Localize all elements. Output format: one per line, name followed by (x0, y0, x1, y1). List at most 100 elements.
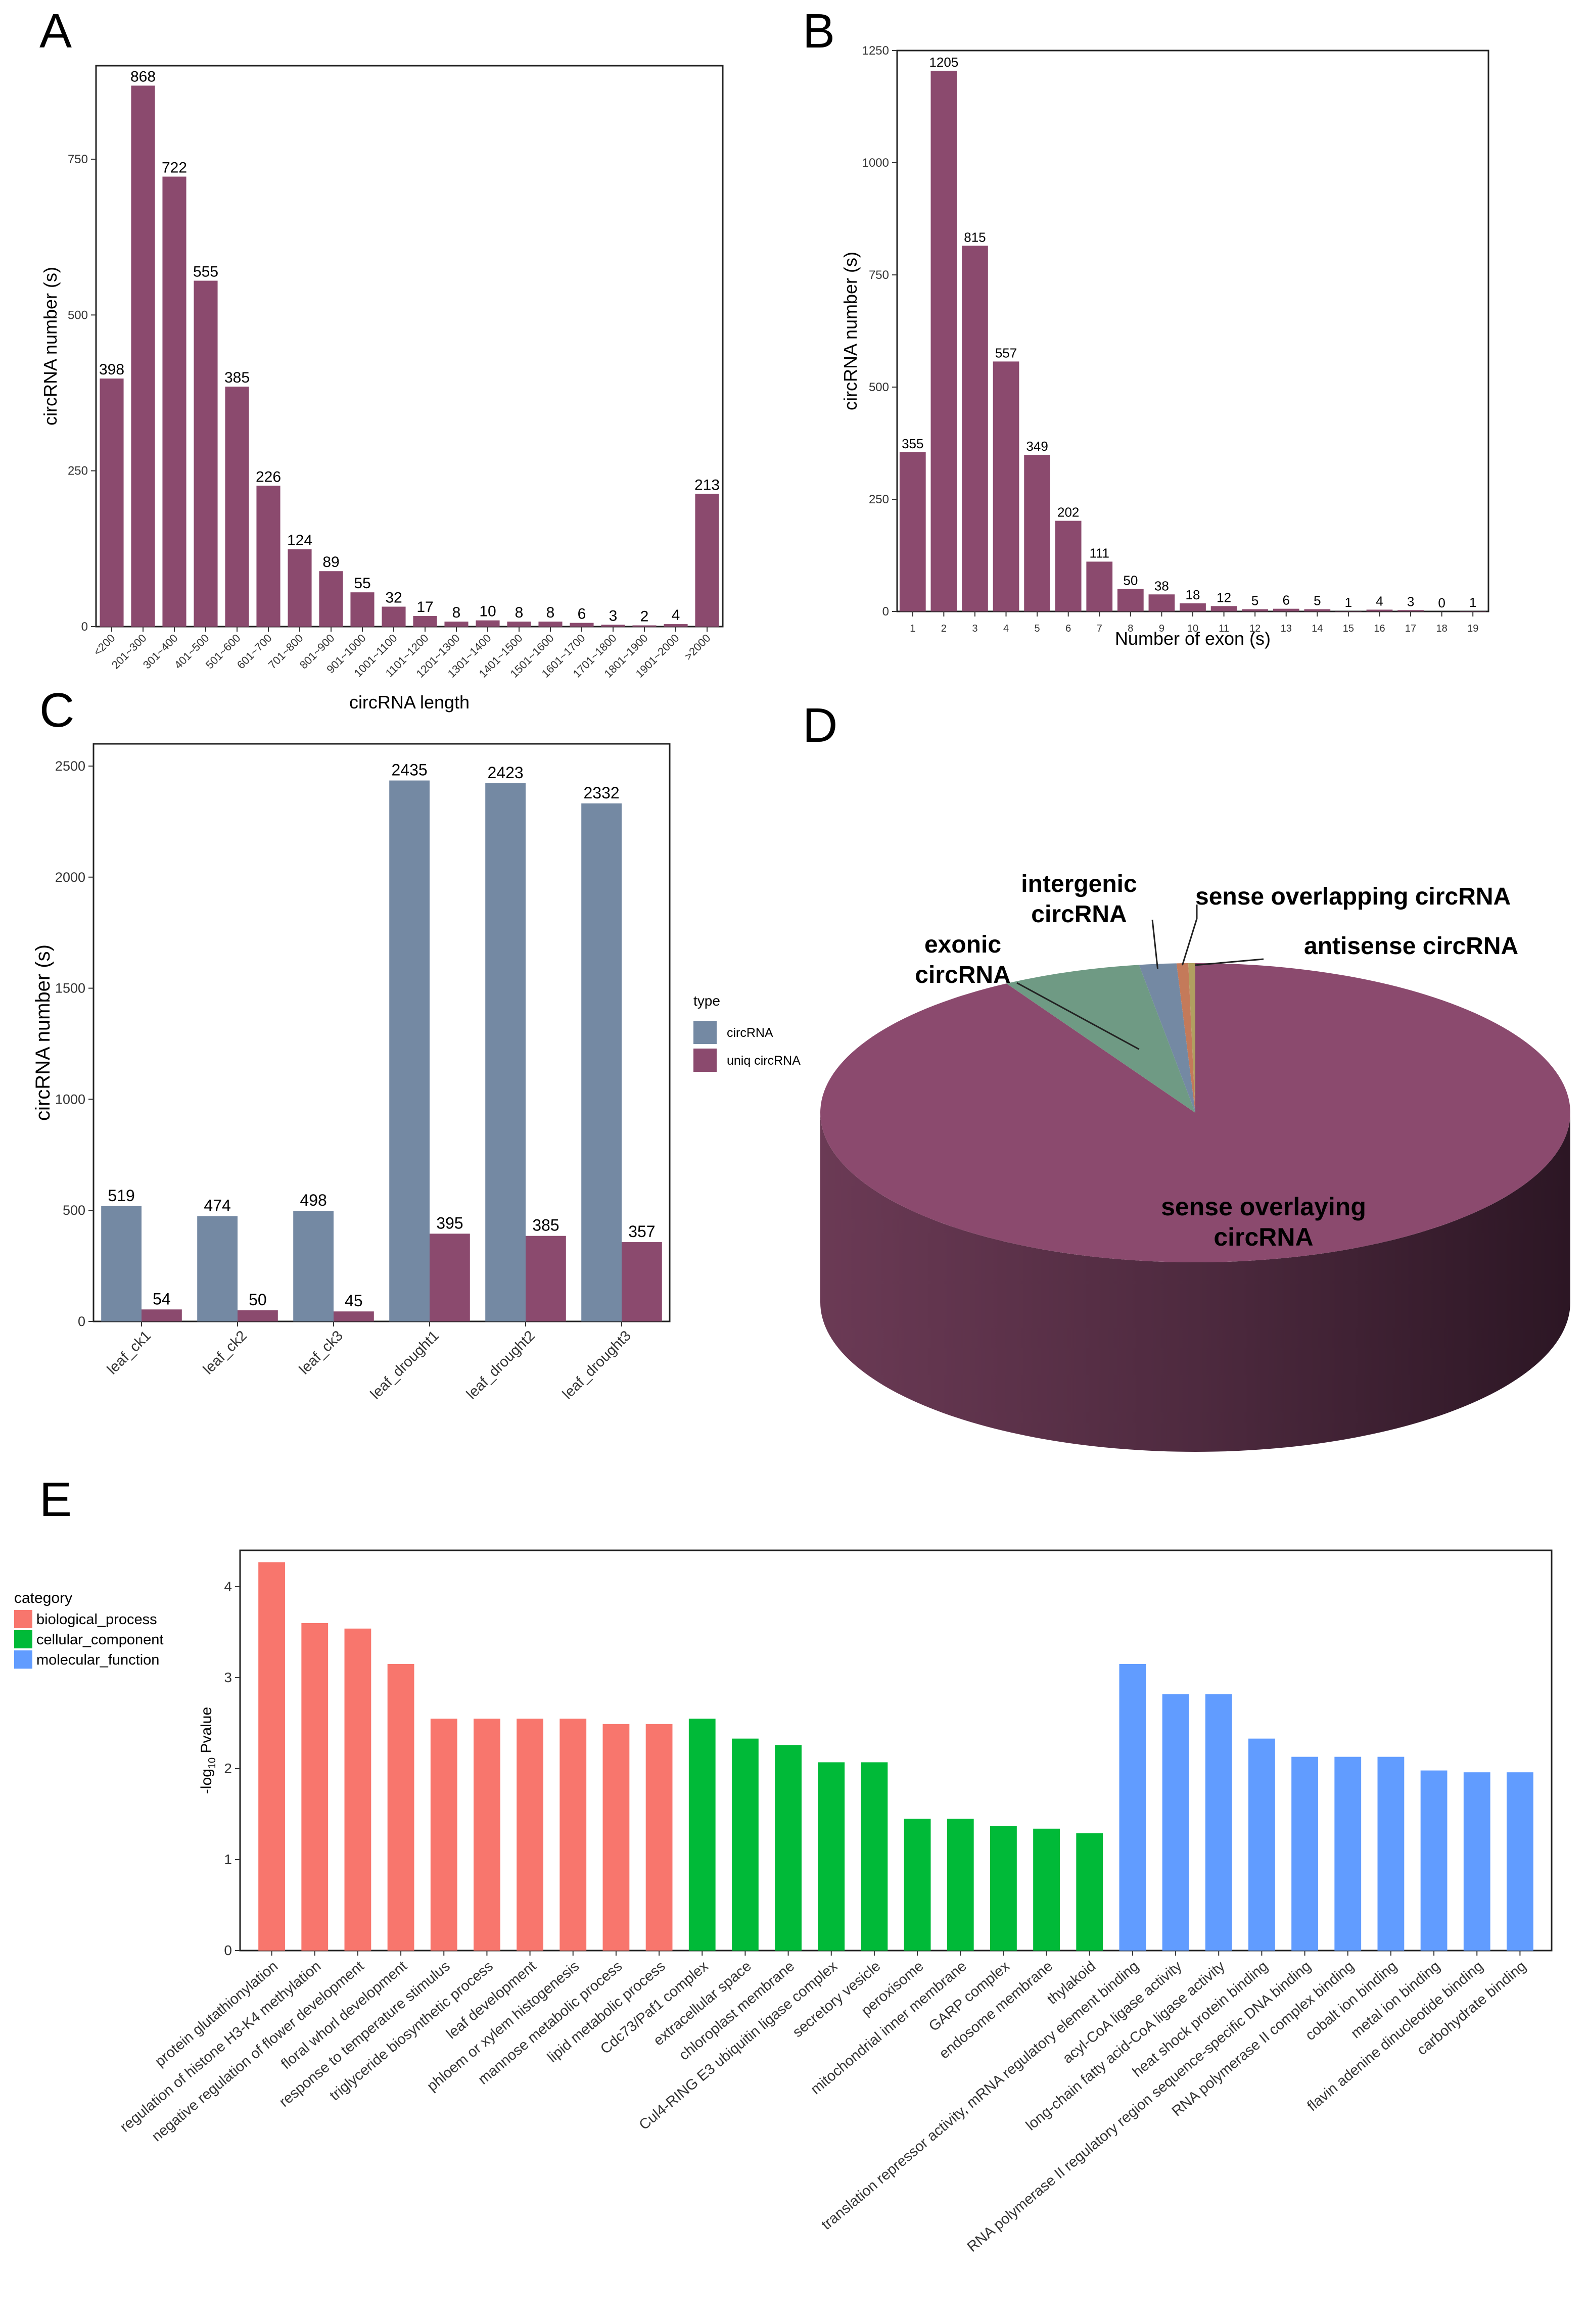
bar-value-label: 1 (1469, 595, 1476, 610)
x-tick-label: leaf_drought3 (559, 1327, 634, 1402)
bar-circrna (293, 1211, 334, 1321)
bar (100, 378, 124, 627)
y-tick-label: 4 (224, 1579, 232, 1594)
y-axis-title-tail: Pvalue (198, 1707, 215, 1758)
plot-frame (95, 65, 724, 628)
bar (344, 1628, 371, 1951)
bar-value-label: 8 (515, 604, 524, 621)
bar-value-label: 5 (1251, 593, 1258, 608)
bar-value-label: 385 (224, 369, 250, 386)
y-axis-title: circRNA number (s) (840, 252, 861, 410)
x-tick-label: 6 (1065, 623, 1071, 634)
bar (288, 549, 312, 627)
bar-value-label: 349 (1026, 439, 1048, 454)
x-tick-label: 1 (910, 623, 915, 634)
bar-value-label: 357 (628, 1222, 655, 1241)
pie-leader-line (1194, 958, 1264, 966)
panel-label-c: C (39, 683, 74, 737)
y-axis-title-main: -log (198, 1769, 215, 1794)
y-tick-label: 750 (869, 268, 889, 282)
x-tick-label: 15 (1343, 623, 1354, 634)
bar (1180, 603, 1206, 611)
bar (559, 1719, 587, 1951)
pie-slice-exonic (1006, 965, 1195, 1113)
bar-value-label: 4 (672, 607, 680, 624)
chart-c-circrna-per-sample: 0 500 1000 1500 2000 2500 519 54 leaf_ck1 474 50 le… (32, 743, 801, 1402)
bar-value-label: 2332 (584, 784, 620, 802)
bar-circrna (101, 1206, 142, 1321)
x-tick-label: 8 (1128, 623, 1133, 634)
y-tick-label: 500 (68, 308, 88, 322)
bar (930, 70, 957, 612)
bar (1273, 608, 1299, 611)
bar (256, 486, 281, 627)
x-tick-label: 4 (1003, 623, 1009, 634)
legend-label: uniq circRNA (727, 1054, 801, 1068)
pie-label-sense-overlaying: circRNA (1213, 1223, 1313, 1251)
bar (861, 1762, 888, 1951)
bar-value-label: 111 (1089, 545, 1109, 560)
bar (1304, 609, 1331, 611)
legend-label: molecular_function (36, 1652, 159, 1668)
bar-value-label: 18 (1186, 587, 1200, 602)
bar-uniq-circrna (526, 1236, 566, 1321)
pie-slice-sense-overlapping (1176, 963, 1195, 1113)
bar-value-label: 89 (322, 554, 339, 571)
bar (517, 1719, 543, 1951)
bar (947, 1819, 974, 1951)
bar (1420, 1770, 1448, 1951)
bar-uniq-circrna (622, 1242, 662, 1321)
x-tick-label: 10 (1187, 623, 1198, 634)
bar (474, 1719, 500, 1951)
pie-label-exonic: exonic (924, 931, 1001, 958)
y-tick-label: 3 (224, 1670, 232, 1685)
bar (1076, 1833, 1103, 1951)
bar (1162, 1694, 1189, 1951)
bar (990, 1826, 1017, 1951)
plot-frame (92, 743, 671, 1322)
x-tick-label: 17 (1405, 623, 1416, 634)
bar-value-label: 124 (287, 532, 312, 549)
bar (225, 387, 249, 627)
bar (507, 622, 531, 627)
y-tick-label: 1500 (55, 981, 85, 996)
bar-value-label: 557 (995, 345, 1017, 360)
bar (1248, 1738, 1275, 1951)
x-tick-label: 18 (1436, 623, 1448, 634)
pie-label-antisense: antisense circRNA (1304, 933, 1518, 960)
bar (1463, 1772, 1490, 1951)
x-tick-label: mitochondrial inner membrane (808, 1958, 970, 2098)
bar (162, 176, 186, 627)
x-tick-label: leaf_drought1 (367, 1327, 442, 1402)
bar (602, 1724, 630, 1951)
bar (664, 624, 688, 627)
bar-value-label: 498 (300, 1191, 326, 1209)
panel-label-d: D (803, 698, 837, 752)
bar-value-label: 722 (162, 160, 187, 176)
y-tick-label: 2000 (55, 870, 85, 885)
bar-value-label: 55 (354, 575, 370, 592)
bar (1334, 1757, 1362, 1951)
bar (1366, 609, 1393, 611)
bar-value-label: 202 (1057, 505, 1079, 520)
bar-value-label: 32 (385, 590, 402, 606)
bar-value-label: 1205 (929, 55, 958, 70)
bar (430, 1719, 457, 1951)
x-tick-label: leaf_ck3 (296, 1327, 346, 1378)
x-tick-label: 14 (1312, 623, 1323, 634)
bar-uniq-circrna (334, 1311, 374, 1321)
x-tick-label: 16 (1374, 623, 1385, 634)
bar (1205, 1694, 1232, 1951)
y-tick-label: 0 (81, 620, 88, 634)
bar-value-label: 1 (1345, 595, 1352, 610)
bar-value-label: 5 (1314, 593, 1321, 608)
x-tick-label: 7 (1097, 623, 1102, 634)
bar (319, 571, 343, 627)
y-tick-label: 250 (869, 493, 889, 506)
x-tick-label: leaf_ck1 (104, 1327, 154, 1378)
bar-value-label: 45 (345, 1292, 363, 1310)
legend-title: type (693, 993, 720, 1009)
bar (1055, 520, 1082, 611)
